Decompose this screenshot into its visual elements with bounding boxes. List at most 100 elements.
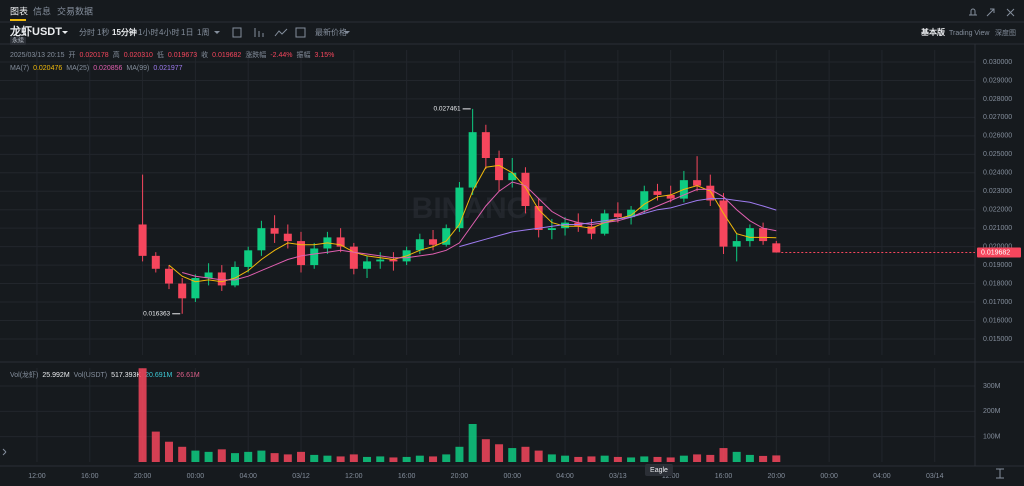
candle-body bbox=[521, 172, 530, 207]
view-tab[interactable]: 深度图 bbox=[995, 28, 1016, 37]
volume-bar bbox=[521, 446, 530, 462]
legend-item: 26.61M bbox=[176, 372, 200, 379]
legend-item: 20.691M bbox=[145, 372, 172, 379]
tab[interactable]: 信息 bbox=[33, 5, 51, 16]
volume-bar bbox=[640, 456, 649, 462]
x-tick-label: 16:00 bbox=[398, 473, 416, 480]
x-tick-label: 20:00 bbox=[451, 473, 469, 480]
volume-bar bbox=[283, 454, 292, 462]
close-icon[interactable] bbox=[1006, 8, 1015, 17]
interval[interactable]: 4小时 bbox=[159, 27, 179, 37]
candle-body bbox=[310, 248, 319, 266]
volume-bar bbox=[442, 454, 451, 462]
volume-bar bbox=[719, 448, 728, 462]
candle-body bbox=[640, 191, 649, 210]
candle-body bbox=[613, 213, 622, 218]
x-tick-label: 12:00 bbox=[662, 473, 680, 480]
bell-icon[interactable] bbox=[969, 8, 977, 16]
candle-body bbox=[270, 228, 279, 234]
chart-type-icon[interactable] bbox=[254, 28, 264, 37]
dropdown-caret[interactable] bbox=[214, 31, 220, 34]
x-tick-label: 16:00 bbox=[81, 473, 99, 480]
info-value: 3.15% bbox=[315, 52, 335, 59]
interval[interactable]: 分时 bbox=[79, 27, 95, 37]
y-tick-label: 0.019000 bbox=[983, 262, 1012, 269]
tool-icons bbox=[232, 27, 306, 38]
settings-icon[interactable] bbox=[295, 27, 306, 38]
volume-bar bbox=[679, 455, 688, 462]
x-tick-label: 12:00 bbox=[345, 473, 363, 480]
volume-bar bbox=[349, 454, 358, 462]
draw-icon[interactable] bbox=[274, 28, 288, 37]
volume-bar bbox=[429, 456, 438, 462]
candle-body bbox=[244, 250, 253, 267]
axis-icon[interactable] bbox=[996, 468, 1004, 479]
candle-body bbox=[772, 243, 781, 253]
tab[interactable]: 交易数据 bbox=[57, 5, 93, 16]
grid bbox=[0, 50, 975, 462]
dropdown-caret[interactable] bbox=[344, 31, 350, 34]
price-mode[interactable]: 最新价格 bbox=[315, 27, 347, 37]
legend-item: Vol(龙虾) bbox=[10, 370, 38, 379]
volume-bar bbox=[151, 431, 160, 462]
volume-bar bbox=[759, 455, 768, 462]
volume-bar bbox=[204, 451, 213, 462]
dropdown-caret[interactable] bbox=[62, 31, 68, 34]
candle-body bbox=[336, 237, 345, 247]
info-label: 振幅 bbox=[297, 50, 311, 59]
view-tab[interactable]: 基本版 bbox=[920, 27, 945, 37]
volume-bar bbox=[495, 444, 504, 462]
info-label: 高 bbox=[113, 50, 120, 59]
x-tick-label: 16:00 bbox=[715, 473, 733, 480]
tooltip-box bbox=[645, 464, 673, 476]
x-tick-label: 20:00 bbox=[134, 473, 152, 480]
interval[interactable]: 1日 bbox=[181, 28, 193, 37]
expand-icon[interactable] bbox=[986, 8, 995, 17]
indicator-icon[interactable] bbox=[232, 27, 242, 38]
interval-active[interactable]: 15分钟 bbox=[112, 27, 137, 37]
x-tick-label: 12:00 bbox=[28, 473, 46, 480]
volume-bar bbox=[613, 456, 622, 462]
x-tick-label: 00:00 bbox=[503, 473, 521, 480]
candle-body bbox=[600, 213, 609, 234]
interval[interactable]: 1周 bbox=[197, 28, 209, 37]
volume-bar bbox=[693, 454, 702, 462]
legend-label: MA(25) bbox=[66, 65, 89, 72]
symbol[interactable]: 龙虾USDT bbox=[9, 24, 62, 38]
x-tick-label: 04:00 bbox=[239, 473, 257, 480]
volume-bar bbox=[336, 456, 345, 462]
y-tick-label: 0.030000 bbox=[983, 59, 1012, 66]
view-tab[interactable]: Trading View bbox=[949, 30, 990, 37]
info-label: 低 bbox=[157, 50, 164, 59]
candle-body bbox=[547, 228, 556, 231]
volume-bar bbox=[534, 450, 543, 462]
legend-item: 517.393K bbox=[111, 372, 141, 379]
scroll-icon[interactable] bbox=[2, 448, 7, 456]
y-tick-label: 0.027000 bbox=[983, 114, 1012, 121]
info-time: 2025/03/13 20:15 bbox=[10, 52, 65, 59]
x-tick-label: 03/13 bbox=[609, 473, 627, 480]
candle-body bbox=[587, 226, 596, 234]
interval[interactable]: 1小时 bbox=[138, 27, 158, 37]
volume-bar bbox=[468, 423, 477, 462]
volume-bar bbox=[561, 455, 570, 462]
candle-body bbox=[178, 283, 187, 299]
candle-body bbox=[297, 241, 306, 266]
volume-bar bbox=[231, 453, 240, 462]
candle-body bbox=[283, 233, 292, 242]
y-tick-label: 0.023000 bbox=[983, 188, 1012, 195]
interval[interactable]: 1秒 bbox=[97, 27, 109, 37]
ma-line bbox=[182, 181, 777, 281]
volume-bar bbox=[164, 441, 173, 462]
volume-bar bbox=[257, 450, 266, 462]
volume-bar bbox=[389, 457, 398, 462]
y-tick-label: 0.018000 bbox=[983, 280, 1012, 287]
volume-bar bbox=[415, 455, 424, 462]
last-price-badge bbox=[977, 247, 1021, 258]
y-tick-label: 100M bbox=[983, 434, 1001, 441]
candle-body bbox=[363, 261, 372, 269]
tab[interactable]: 图表 bbox=[10, 5, 28, 16]
y-tick-label: 0.015000 bbox=[983, 336, 1012, 343]
candle-body bbox=[191, 278, 200, 299]
y-tick-label: 0.016000 bbox=[983, 317, 1012, 324]
